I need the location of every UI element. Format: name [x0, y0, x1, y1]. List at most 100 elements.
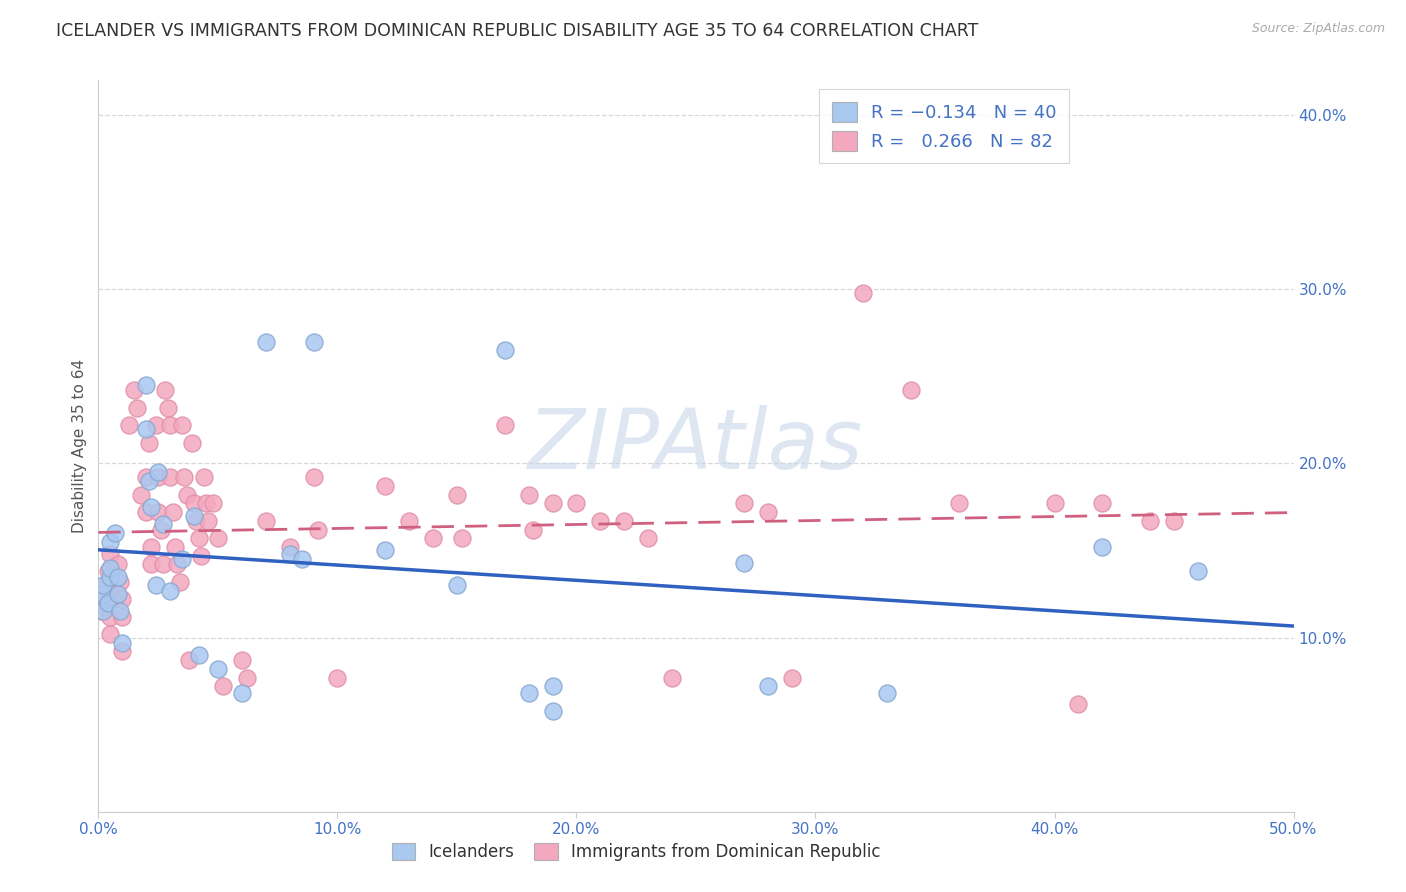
Point — [756, 505, 779, 519]
Point — [733, 556, 755, 570]
Point — [159, 470, 181, 484]
Point — [207, 531, 229, 545]
Point — [90, 596, 112, 610]
Point — [278, 547, 301, 561]
Point — [541, 704, 564, 718]
Point — [900, 384, 922, 398]
Point — [186, 514, 208, 528]
Point — [172, 552, 194, 566]
Point — [326, 671, 349, 685]
Point — [98, 547, 122, 561]
Point — [733, 496, 755, 510]
Point — [104, 592, 127, 607]
Point — [183, 508, 205, 523]
Point — [187, 648, 209, 662]
Point — [145, 418, 167, 433]
Point — [254, 334, 277, 349]
Text: ICELANDER VS IMMIGRANTS FROM DOMINICAN REPUBLIC DISABILITY AGE 35 TO 64 CORRELAT: ICELANDER VS IMMIGRANTS FROM DOMINICAN R… — [56, 22, 979, 40]
Point — [152, 558, 174, 572]
Point — [148, 505, 170, 519]
Point — [852, 285, 875, 300]
Point — [446, 488, 468, 502]
Point — [948, 496, 970, 510]
Point — [176, 488, 198, 502]
Point — [172, 418, 194, 433]
Point — [135, 470, 157, 484]
Point — [517, 488, 540, 502]
Point — [148, 470, 170, 484]
Point — [159, 418, 181, 433]
Point — [291, 552, 314, 566]
Point — [1163, 514, 1185, 528]
Point — [1043, 496, 1066, 510]
Point — [139, 558, 162, 572]
Point — [162, 505, 184, 519]
Point — [111, 644, 134, 658]
Point — [207, 662, 229, 676]
Point — [104, 526, 127, 541]
Point — [661, 671, 683, 685]
Point — [541, 679, 564, 693]
Point — [111, 609, 134, 624]
Point — [235, 671, 257, 685]
Point — [98, 569, 122, 583]
Point — [422, 531, 444, 545]
Point — [589, 514, 612, 528]
Point — [307, 523, 329, 537]
Point — [195, 496, 218, 510]
Point — [183, 496, 205, 510]
Point — [211, 679, 233, 693]
Point — [163, 540, 186, 554]
Point — [374, 543, 396, 558]
Point — [756, 679, 779, 693]
Point — [98, 534, 122, 549]
Point — [159, 583, 181, 598]
Point — [124, 384, 146, 398]
Point — [138, 474, 160, 488]
Point — [155, 384, 177, 398]
Point — [91, 578, 114, 592]
Point — [173, 470, 195, 484]
Point — [1187, 565, 1209, 579]
Point — [111, 636, 134, 650]
Text: Source: ZipAtlas.com: Source: ZipAtlas.com — [1251, 22, 1385, 36]
Point — [565, 496, 588, 510]
Point — [197, 514, 219, 528]
Text: ZIPAtlas: ZIPAtlas — [529, 406, 863, 486]
Y-axis label: Disability Age 35 to 64: Disability Age 35 to 64 — [72, 359, 87, 533]
Point — [517, 686, 540, 700]
Point — [131, 488, 153, 502]
Point — [522, 523, 544, 537]
Point — [1067, 697, 1090, 711]
Point — [398, 514, 420, 528]
Point — [302, 334, 325, 349]
Point — [231, 653, 253, 667]
Point — [118, 418, 141, 433]
Point — [135, 505, 157, 519]
Point — [876, 686, 898, 700]
Point — [494, 418, 516, 433]
Point — [111, 592, 134, 607]
Point — [374, 479, 396, 493]
Point — [135, 378, 157, 392]
Point — [91, 604, 114, 618]
Point — [254, 514, 277, 528]
Point — [138, 435, 160, 450]
Point — [541, 496, 564, 510]
Point — [302, 470, 325, 484]
Point — [90, 604, 112, 618]
Point — [139, 540, 162, 554]
Point — [139, 500, 162, 514]
Point — [166, 558, 188, 572]
Point — [637, 531, 659, 545]
Point — [152, 517, 174, 532]
Point — [190, 549, 212, 563]
Point — [91, 587, 114, 601]
Point — [107, 558, 129, 572]
Point — [108, 604, 131, 618]
Point — [179, 653, 201, 667]
Point — [180, 435, 202, 450]
Point — [148, 465, 170, 479]
Point — [108, 574, 131, 589]
Point — [98, 561, 122, 575]
